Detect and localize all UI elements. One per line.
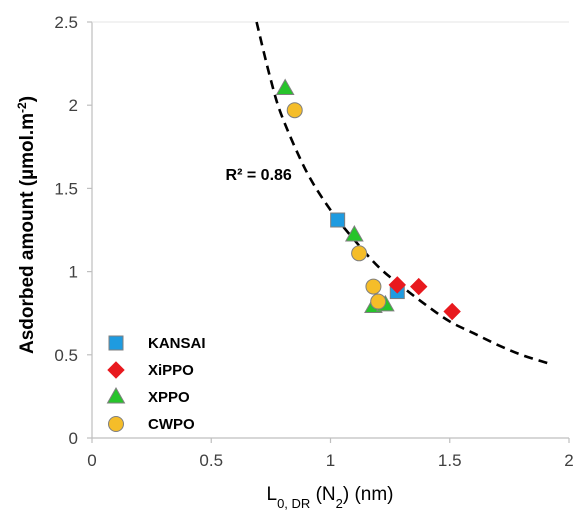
point-cwpo-1 — [351, 245, 368, 262]
y-tick-label-0: 0 — [69, 429, 78, 448]
x-title-sub: 0, DR — [277, 496, 310, 510]
legend: KANSAI XiPPO XPPO CWPO — [106, 335, 206, 433]
point-kansai-0 — [330, 212, 346, 228]
legend-marker-xippo — [107, 361, 125, 379]
x-title-middle: (N — [310, 484, 335, 505]
x-tick-label-4: 2 — [564, 451, 573, 470]
y-title-tail: ) — [17, 96, 38, 102]
y-title-sup: -2 — [15, 102, 29, 113]
x-tick-label-0: 0 — [87, 451, 96, 470]
y-axis-ticks — [87, 21, 92, 439]
x-axis-tick-labels: 0 0.5 1 1.5 2 — [87, 451, 573, 470]
legend-label-kansai: KANSAI — [148, 335, 206, 352]
x-tick-label-2: 1 — [326, 451, 335, 470]
y-axis-tick-labels: 0 0.5 1 1.5 2 2.5 — [54, 13, 78, 448]
y-tick-label-2: 1 — [69, 263, 78, 282]
x-title-tail: ) (nm) — [343, 484, 394, 505]
r-squared-annotation: R² = 0.86 — [226, 167, 292, 184]
y-tick-label-5: 2.5 — [54, 13, 78, 32]
point-xppo-1 — [344, 224, 364, 242]
x-title-main: L — [266, 484, 277, 505]
x-axis-title: L0, DR (N2) (nm) — [266, 484, 393, 510]
x-tick-label-1: 0.5 — [199, 451, 223, 470]
y-tick-label-3: 1.5 — [54, 179, 78, 198]
x-axis-ticks — [91, 438, 570, 443]
point-cwpo-0 — [286, 102, 303, 119]
legend-label-cwpo: CWPO — [148, 416, 195, 433]
legend-marker-kansai — [108, 335, 124, 351]
x-title-sub2: 2 — [336, 496, 343, 510]
fit-curve-dashed — [255, 21, 548, 365]
x-tick-label-3: 1.5 — [438, 451, 462, 470]
data-points — [275, 78, 461, 321]
point-xppo-0 — [275, 78, 295, 96]
y-tick-label-4: 2 — [69, 96, 78, 115]
point-xippo-2 — [443, 302, 461, 321]
point-xippo-1 — [410, 277, 428, 296]
y-axis-title: Asdorbed amount (µmol.m-2) — [15, 96, 38, 354]
legend-label-xippo: XiPPO — [148, 362, 194, 379]
legend-marker-xppo — [106, 386, 126, 404]
point-cwpo-3 — [370, 293, 387, 310]
y-tick-label-1: 0.5 — [54, 346, 78, 365]
legend-label-xppo: XPPO — [148, 389, 190, 406]
legend-marker-cwpo — [108, 416, 124, 432]
point-xippo-0 — [388, 276, 406, 294]
point-cwpo-2 — [365, 278, 382, 295]
y-title-main: Asdorbed amount (µmol.m — [17, 113, 38, 354]
